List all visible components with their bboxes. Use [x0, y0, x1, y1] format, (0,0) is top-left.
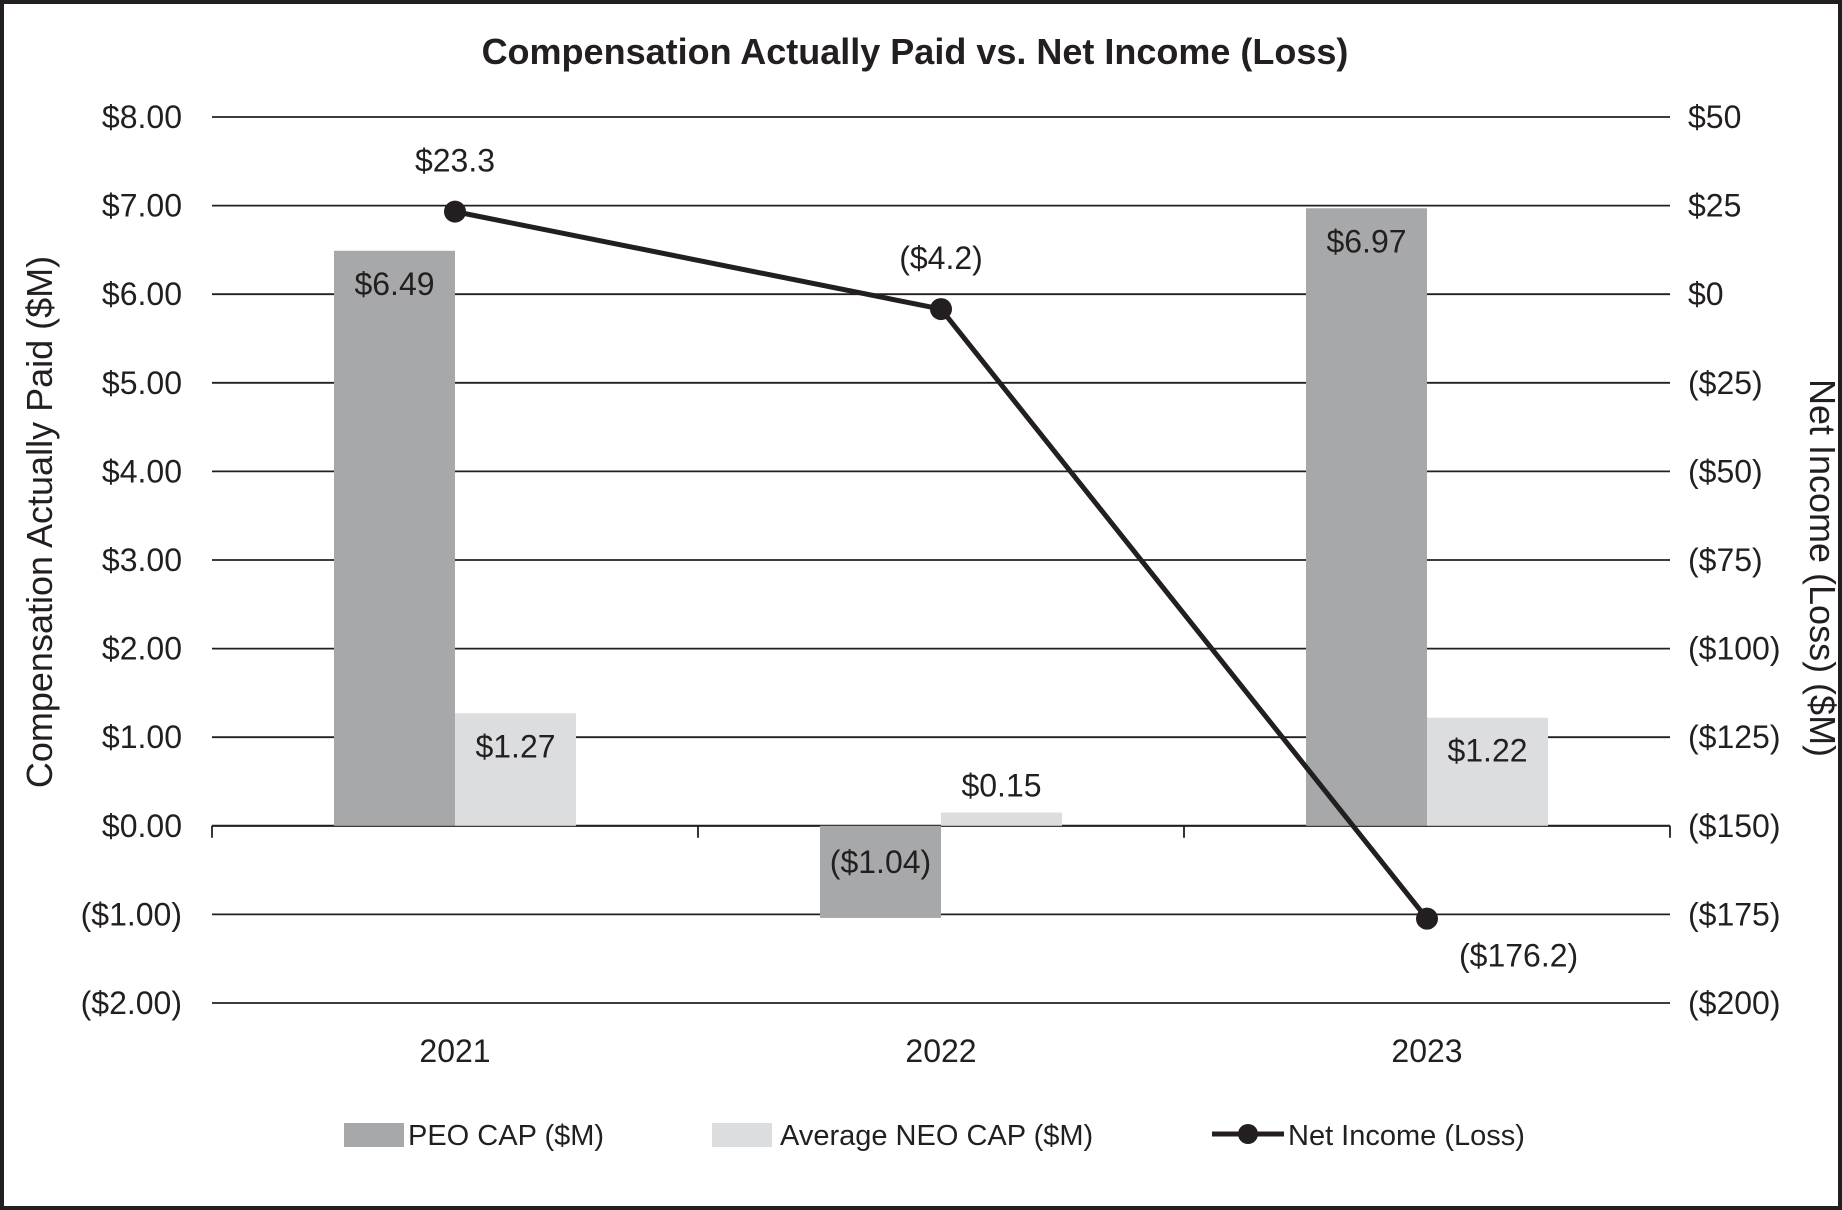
right-tick-label: ($75)	[1688, 542, 1763, 578]
right-axis-title: Net Income (Loss) ($M)	[1802, 379, 1842, 757]
peo-cap-bar-2021	[334, 250, 455, 826]
legend-label-peo-cap: PEO CAP ($M)	[408, 1120, 604, 1152]
net-income-label-2022: ($4.2)	[899, 240, 983, 276]
peo-cap-label-2022: ($1.04)	[830, 844, 931, 880]
x-tick-label-2022: 2022	[905, 1033, 976, 1069]
net-income-point-2021	[444, 200, 466, 223]
legend-swatch-peo-cap	[344, 1123, 404, 1147]
left-tick-label: $2.00	[102, 631, 182, 667]
chart-title: Compensation Actually Paid vs. Net Incom…	[482, 31, 1349, 72]
net-income-point-2023	[1416, 907, 1438, 930]
left-tick-label: $0.00	[102, 808, 182, 844]
right-tick-label: $25	[1688, 188, 1741, 224]
peo-cap-label-2023: $6.97	[1326, 223, 1406, 259]
right-tick-label: $0	[1688, 276, 1724, 312]
peo-cap-bar-2022	[820, 825, 941, 918]
right-tick-label: ($50)	[1688, 453, 1763, 489]
left-tick-label: $3.00	[102, 542, 182, 578]
right-tick-label: $50	[1688, 99, 1741, 135]
left-tick-label: ($2.00)	[81, 985, 182, 1021]
right-tick-label: ($150)	[1688, 808, 1781, 844]
neo-cap-bar-2023	[1427, 717, 1548, 826]
neo-cap-label-2021: $1.27	[475, 728, 555, 764]
left-tick-label: $8.00	[102, 99, 182, 135]
left-tick-label: $5.00	[102, 365, 182, 401]
x-tick-label-2023: 2023	[1391, 1033, 1462, 1069]
bars	[334, 208, 1548, 918]
net-income-point-2022	[930, 298, 952, 321]
net-income-line	[444, 200, 1438, 930]
peo-cap-bar-2023	[1306, 208, 1427, 826]
legend: PEO CAP ($M) Average NEO CAP ($M) Net Inco…	[344, 1120, 1525, 1152]
left-axis-ticks: $8.00 $7.00 $6.00 $5.00 $4.00 $3.00 $2.00 $1.00…	[81, 99, 182, 1021]
left-axis-title: Compensation Actually Paid ($M)	[19, 256, 60, 788]
legend-swatch-net-income-marker	[1238, 1124, 1258, 1144]
neo-cap-bar-2022	[941, 812, 1062, 826]
neo-cap-bar-2021	[455, 713, 576, 826]
legend-swatch-neo-cap	[712, 1123, 772, 1147]
data-labels: $6.49 ($1.04) $6.97 $1.27 $0.15 $1.22 $23.3 ($4…	[354, 143, 1578, 974]
right-tick-label: ($175)	[1688, 896, 1781, 932]
left-tick-label: $7.00	[102, 188, 182, 224]
right-tick-label: ($25)	[1688, 365, 1763, 401]
neo-cap-label-2023: $1.22	[1447, 733, 1527, 769]
right-tick-label: ($125)	[1688, 719, 1781, 755]
net-income-label-2021: $23.3	[415, 143, 495, 179]
left-tick-label: $6.00	[102, 276, 182, 312]
left-tick-label: $1.00	[102, 719, 182, 755]
x-tick-label-2021: 2021	[419, 1033, 490, 1069]
left-tick-label: ($1.00)	[81, 896, 182, 932]
left-tick-label: $4.00	[102, 453, 182, 489]
net-income-label-2023: ($176.2)	[1459, 938, 1578, 974]
x-axis: 2021 2022 2023	[211, 825, 1671, 1069]
right-tick-label: ($100)	[1688, 631, 1781, 667]
neo-cap-label-2022: $0.15	[961, 768, 1041, 804]
right-tick-label: ($200)	[1688, 985, 1781, 1021]
peo-cap-label-2021: $6.49	[354, 266, 434, 302]
right-axis-ticks: $50 $25 $0 ($25) ($50) ($75) ($100) ($125) ($150…	[1688, 99, 1781, 1021]
legend-label-neo-cap: Average NEO CAP ($M)	[780, 1120, 1093, 1152]
legend-label-net-income: Net Income (Loss)	[1288, 1120, 1525, 1152]
